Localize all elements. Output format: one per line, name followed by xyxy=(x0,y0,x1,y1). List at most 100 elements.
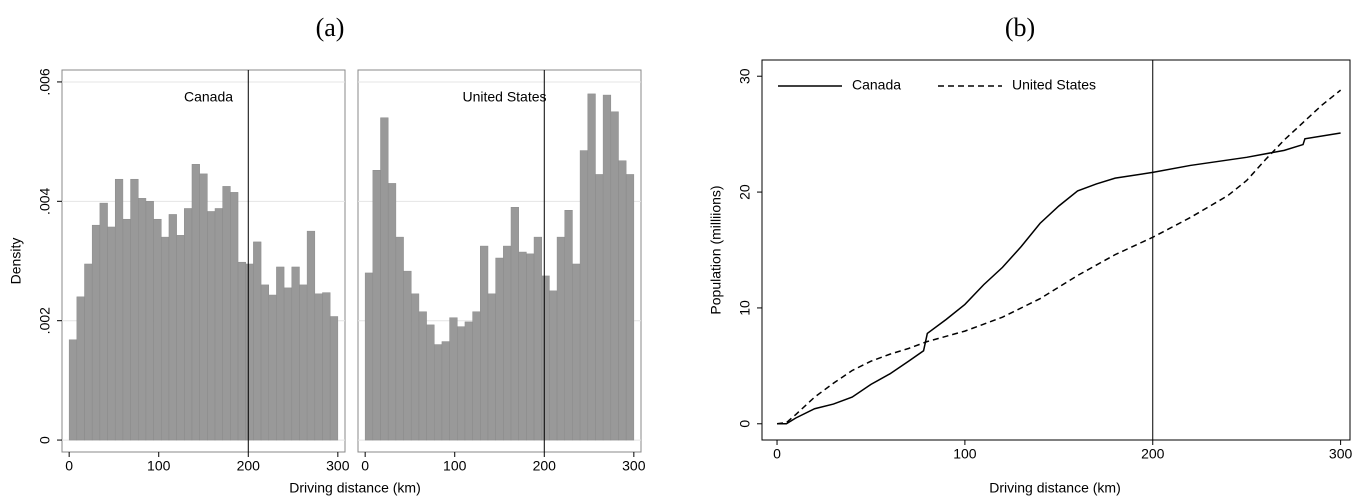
bar xyxy=(107,226,116,441)
bar xyxy=(145,201,154,441)
bar xyxy=(161,236,170,441)
bar xyxy=(329,316,339,441)
bar xyxy=(260,284,270,441)
y-tick-label: 20 xyxy=(737,184,753,200)
bar xyxy=(276,266,285,441)
x-tick-label: 100 xyxy=(953,446,977,462)
x-tick-label: 100 xyxy=(147,458,171,474)
x-tick-label: 0 xyxy=(65,458,73,474)
bar xyxy=(549,290,558,441)
bar xyxy=(191,164,200,441)
bar xyxy=(395,236,404,441)
bar xyxy=(503,245,512,441)
bar xyxy=(472,311,481,441)
bar xyxy=(595,174,604,441)
x-tick-label: 300 xyxy=(622,458,646,474)
line-series xyxy=(777,132,1341,425)
x-axis-label: Driving distance (km) xyxy=(989,480,1120,496)
bar xyxy=(541,275,550,441)
bar xyxy=(526,253,535,441)
bar xyxy=(237,261,246,441)
y-tick-label: .004 xyxy=(37,187,53,214)
bar xyxy=(403,270,412,441)
bar xyxy=(84,263,93,441)
bar xyxy=(449,317,458,441)
bar xyxy=(610,111,619,441)
bar xyxy=(410,293,420,441)
legend-label: Canada xyxy=(852,77,901,93)
y-tick-label: 10 xyxy=(737,300,753,316)
bar xyxy=(137,198,147,441)
x-tick-label: 300 xyxy=(326,458,350,474)
y-axis-label: Population (milliions) xyxy=(708,185,724,314)
bar xyxy=(230,192,239,441)
bar xyxy=(556,236,566,441)
x-tick-label: 200 xyxy=(1141,446,1165,462)
y-tick-label: 0 xyxy=(737,420,753,428)
bar xyxy=(245,263,254,441)
bar xyxy=(602,94,612,441)
x-tick-label: 0 xyxy=(773,446,781,462)
bar xyxy=(91,224,101,441)
bar xyxy=(268,294,277,441)
bar xyxy=(618,160,627,441)
legend-label: United States xyxy=(1012,77,1096,93)
bar xyxy=(579,150,589,441)
bar xyxy=(480,245,489,441)
bar xyxy=(387,183,397,441)
bar xyxy=(372,170,381,441)
bar xyxy=(418,311,427,441)
panel-title: (b) xyxy=(1005,13,1035,42)
bar xyxy=(99,202,108,441)
x-tick-label: 200 xyxy=(533,458,557,474)
bar xyxy=(291,266,300,441)
bar xyxy=(572,263,581,441)
bar xyxy=(153,218,162,441)
bar xyxy=(222,186,231,441)
bar xyxy=(130,178,139,441)
bar xyxy=(68,339,78,441)
y-tick-label: 0 xyxy=(37,436,53,444)
x-tick-label: 200 xyxy=(237,458,261,474)
bar xyxy=(299,284,308,441)
plot-area xyxy=(761,59,1351,441)
x-tick-label: 300 xyxy=(1329,446,1353,462)
bar xyxy=(207,211,216,441)
x-axis-label: Driving distance (km) xyxy=(289,480,420,496)
bar xyxy=(441,341,450,441)
bar xyxy=(564,210,573,441)
x-tick-label: 100 xyxy=(443,458,467,474)
line-series xyxy=(776,89,1342,425)
bar xyxy=(510,207,519,441)
bar xyxy=(426,324,435,441)
bar xyxy=(283,287,293,441)
y-tick-label: .006 xyxy=(37,68,53,95)
bar xyxy=(464,321,473,441)
bar xyxy=(199,173,208,441)
bar xyxy=(457,326,466,441)
bar xyxy=(114,178,124,441)
bar xyxy=(306,230,316,441)
bar xyxy=(380,117,389,441)
y-axis-label: Density xyxy=(8,238,24,285)
bar xyxy=(587,93,596,441)
bar xyxy=(487,293,496,441)
y-tick-label: .002 xyxy=(37,307,53,334)
bar xyxy=(364,272,374,441)
bar xyxy=(168,214,177,441)
bar xyxy=(122,218,131,441)
bar xyxy=(253,241,262,441)
panel-subtitle: United States xyxy=(462,89,546,105)
bar xyxy=(518,251,527,441)
bar xyxy=(76,296,85,441)
bar xyxy=(625,174,635,441)
bar xyxy=(184,208,193,441)
bar xyxy=(433,344,443,441)
bar xyxy=(495,257,504,441)
bar xyxy=(533,236,542,441)
bar xyxy=(176,235,185,441)
panel-title: (a) xyxy=(316,13,345,42)
bar xyxy=(314,293,323,441)
